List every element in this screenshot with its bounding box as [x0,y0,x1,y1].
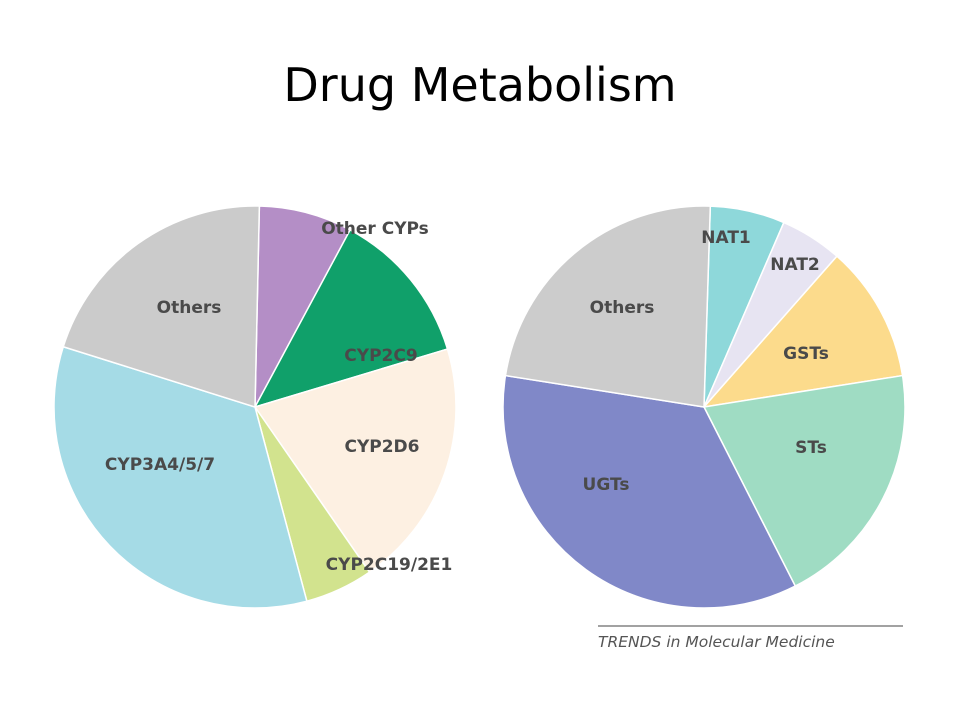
slice-label-ugts: UGTs [583,475,630,495]
slice-label-cyp2c19-2e1: CYP2C19/2E1 [326,555,453,575]
pie-slice-others [504,205,712,408]
slice-label-others: Others [157,298,222,318]
slice-label-other-cyps: Other CYPs [321,219,429,239]
slice-label-cyp2c9: CYP2C9 [344,346,417,366]
pie-slice-cyp2c9 [253,228,449,409]
pie-slice-other-cyps [254,205,352,408]
pie-slice-gsts [702,255,904,409]
pie-chart-phase1: Other CYPs CYP2C9 CYP2D6 CYP2C19/2E1 CYP3A4/… [53,205,457,609]
slice-label-gsts: GSTs [783,344,829,364]
slice-label-sts: STs [795,438,827,458]
slice-label-nat2: NAT2 [770,255,820,275]
pie-chart-phase2: NAT1 NAT2 GSTs STs UGTs Others [502,205,906,609]
slide-title: Drug Metabolism [283,58,677,112]
slice-label-cyp2d6: CYP2D6 [344,437,419,457]
source-credit: TRENDS in Molecular Medicine [598,633,835,651]
pie-slice-others [62,205,261,409]
slice-label-cyp3a4-5-7: CYP3A4/5/7 [105,455,215,475]
slice-label-others: Others [590,298,655,318]
pie-slice-cyp2d6 [253,348,457,574]
slice-label-nat1: NAT1 [701,228,751,248]
pie-slice-ugts [502,374,797,609]
pie-slice-cyp3a4-5-7 [53,345,308,609]
pie-slice-sts [702,374,906,588]
